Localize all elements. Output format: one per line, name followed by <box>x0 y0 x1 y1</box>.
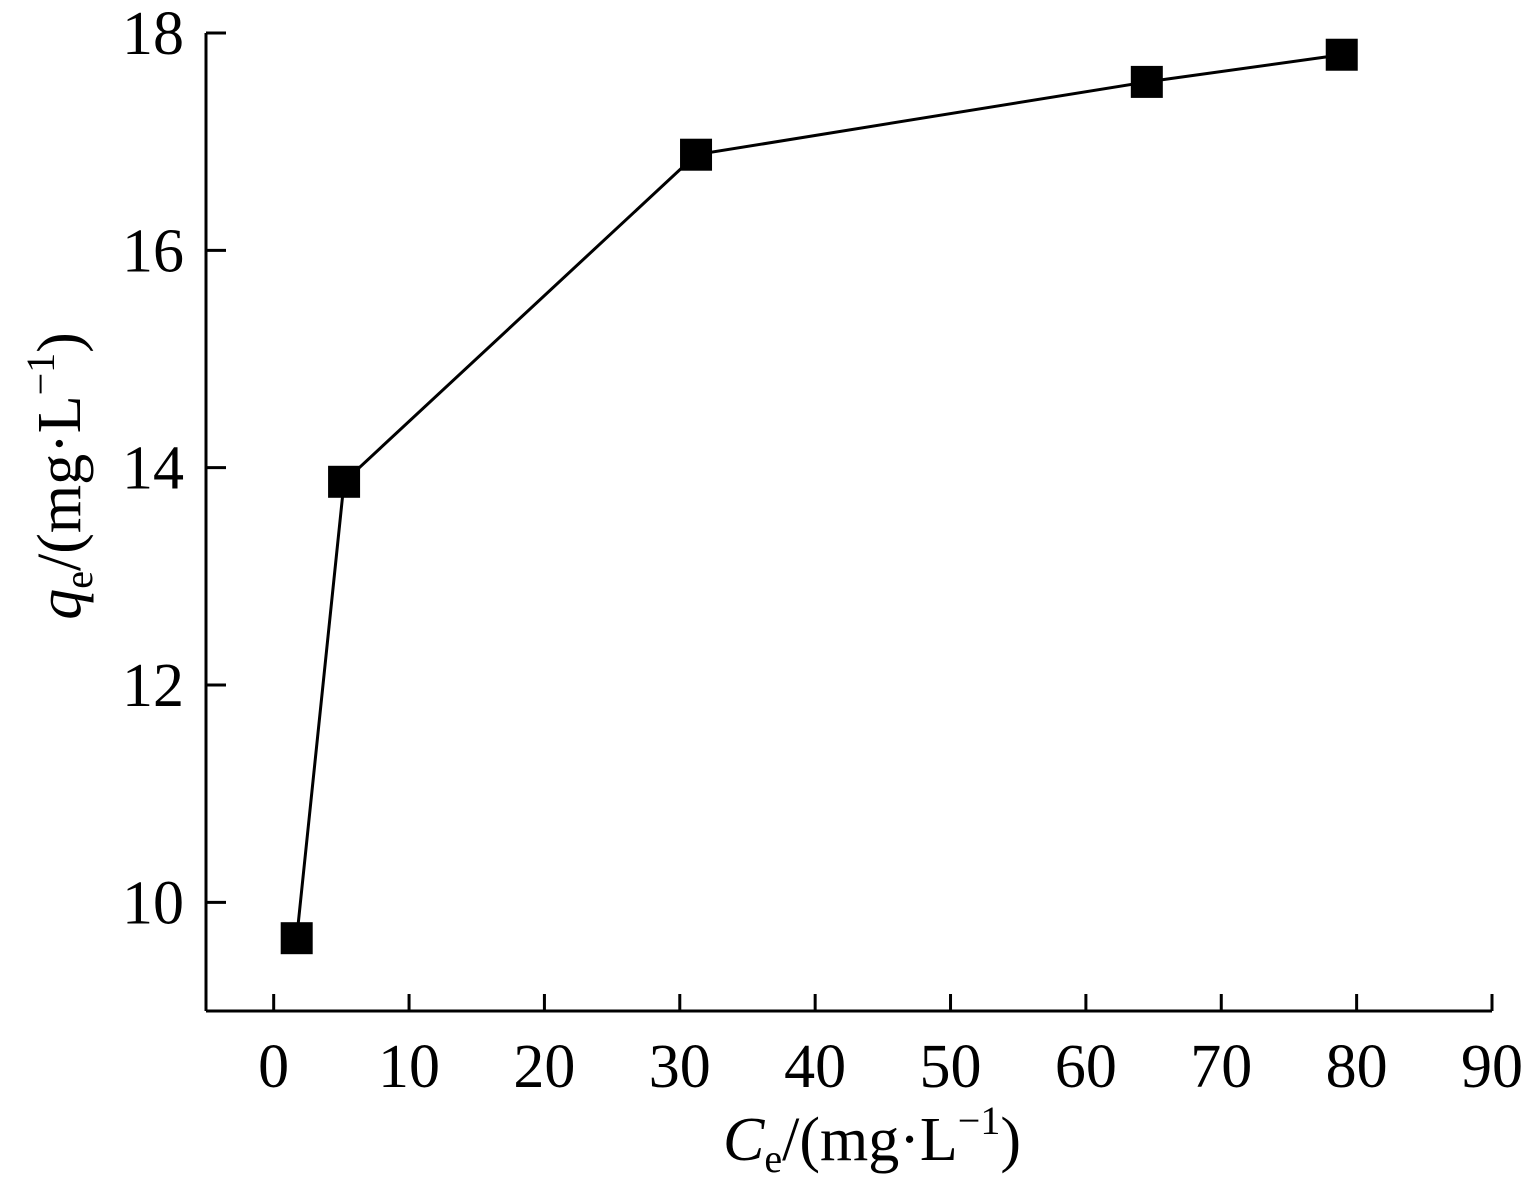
data-point <box>280 922 313 955</box>
x-tick-label: 70 <box>1190 1033 1252 1101</box>
y-tick-label: 18 <box>122 0 184 68</box>
x-tick-label: 80 <box>1326 1033 1388 1101</box>
data-point <box>328 465 361 498</box>
x-ticks: 0 10 20 30 40 50 60 70 80 90 <box>258 994 1523 1101</box>
x-tick-label: 60 <box>1055 1033 1117 1101</box>
data-point <box>1325 38 1358 71</box>
x-tick-label: 40 <box>784 1033 846 1101</box>
series-line <box>295 53 1342 939</box>
y-tick-label: 16 <box>122 217 184 285</box>
data-point <box>680 138 713 171</box>
y-tick-label: 12 <box>122 652 184 720</box>
x-tick-label: 0 <box>258 1033 289 1101</box>
x-tick-label: 50 <box>920 1033 982 1101</box>
x-tick-label: 30 <box>649 1033 711 1101</box>
y-axis-label: qe/(mg·L−1) <box>18 332 101 620</box>
x-axis-label: Ce/(mg·L−1) <box>723 1098 1021 1181</box>
data-point <box>1130 65 1163 98</box>
y-tick-label: 14 <box>122 435 184 503</box>
x-tick-label: 10 <box>378 1033 440 1101</box>
axes <box>204 33 1492 1013</box>
y-tick-label: 10 <box>122 869 184 937</box>
x-tick-label: 90 <box>1461 1033 1523 1101</box>
series-layer <box>280 38 1358 955</box>
y-ticks: 10 12 14 16 18 <box>122 0 226 937</box>
x-tick-label: 20 <box>513 1033 575 1101</box>
